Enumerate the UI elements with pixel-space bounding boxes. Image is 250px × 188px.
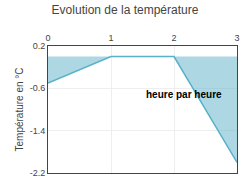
svg-text:Evolution de la température: Evolution de la température xyxy=(52,3,199,17)
svg-text:0.2: 0.2 xyxy=(33,41,46,51)
svg-text:heure par heure: heure par heure xyxy=(146,89,222,100)
svg-text:-1.4: -1.4 xyxy=(30,126,46,136)
svg-text:-0.6: -0.6 xyxy=(30,83,46,93)
svg-text:2: 2 xyxy=(171,33,176,43)
svg-text:-2.2: -2.2 xyxy=(30,168,46,178)
svg-text:3: 3 xyxy=(234,33,239,43)
svg-text:Température en °C: Température en °C xyxy=(14,67,25,151)
svg-text:1: 1 xyxy=(108,33,113,43)
svg-text:0: 0 xyxy=(45,33,50,43)
